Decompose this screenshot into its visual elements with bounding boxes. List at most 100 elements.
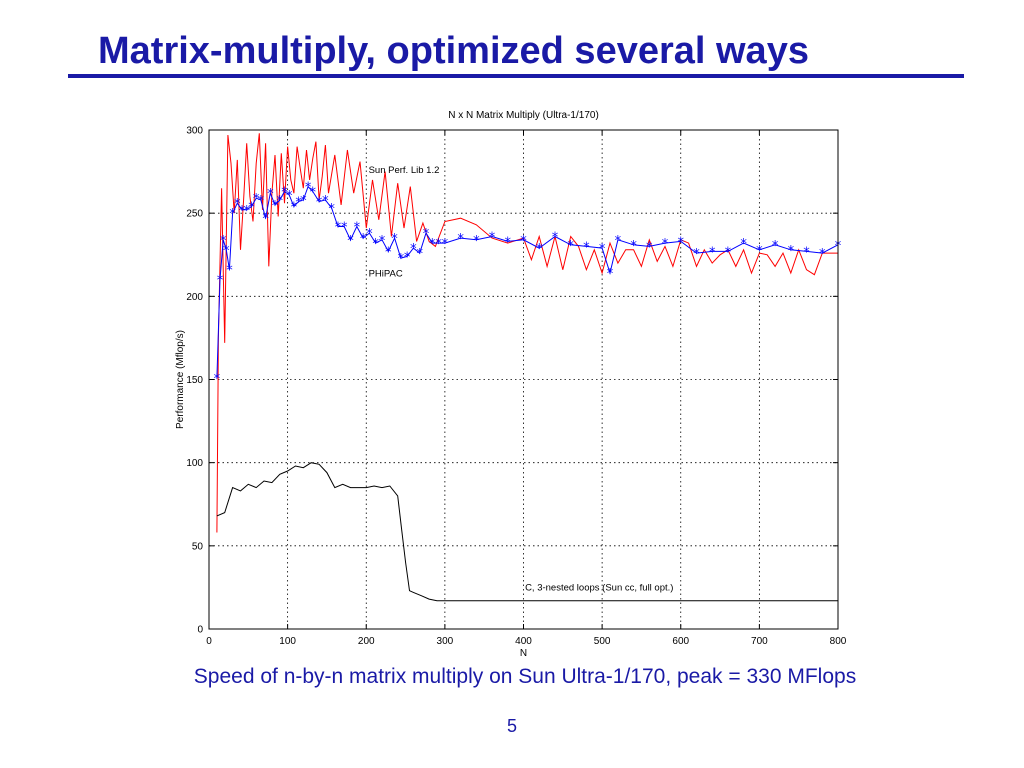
data-point-marker: * <box>404 250 411 265</box>
data-point-marker: * <box>258 194 265 209</box>
x-tick-label: 500 <box>594 636 611 647</box>
series-2 <box>216 462 838 602</box>
series-annotation: PHiPAC <box>369 268 403 279</box>
y-tick-label: 300 <box>186 126 203 137</box>
data-point-marker: * <box>803 245 810 260</box>
chart-title: N x N Matrix Multiply (Ultra-1/170) <box>448 110 599 121</box>
data-point-marker: * <box>379 234 386 249</box>
data-point-marker: * <box>248 201 255 216</box>
x-tick-label: 100 <box>279 636 296 647</box>
data-point-marker: * <box>772 239 779 254</box>
data-point-marker: * <box>267 187 274 202</box>
data-point-marker: * <box>398 252 405 267</box>
data-point-marker: * <box>214 372 221 387</box>
data-point-marker: * <box>305 181 312 196</box>
data-point-marker: * <box>335 220 342 235</box>
data-point-marker: * <box>756 244 763 259</box>
x-axis-label: N <box>520 648 527 659</box>
y-tick-label: 100 <box>186 458 203 469</box>
series-0 <box>216 133 838 533</box>
data-point-marker: * <box>277 194 284 209</box>
data-point-marker: * <box>662 237 669 252</box>
chart-svg: ************************ *** **** ** **** ** *… <box>175 110 847 659</box>
data-point-marker: * <box>223 244 230 259</box>
data-point-marker: * <box>429 237 436 252</box>
data-point-marker: * <box>262 212 269 227</box>
data-point-marker: * <box>819 247 826 262</box>
data-point-marker: * <box>391 232 398 247</box>
data-point-marker: * <box>385 245 392 260</box>
series-annotation: Sun Perf. Lib 1.2 <box>369 165 440 176</box>
grid <box>209 130 838 629</box>
x-tick-label: 200 <box>358 636 375 647</box>
data-point-marker: * <box>646 240 653 255</box>
data-point-marker: * <box>678 235 685 250</box>
data-point-marker: * <box>239 204 246 219</box>
title-underline <box>68 74 964 78</box>
y-tick-label: 250 <box>186 209 203 220</box>
data-point-marker: * <box>607 267 614 282</box>
y-axis-label: Performance (Mflop/s) <box>175 330 186 429</box>
data-point-marker: * <box>347 234 354 249</box>
y-tick-label: 150 <box>186 375 203 386</box>
data-point-marker: * <box>552 230 559 245</box>
data-point-marker: * <box>410 242 417 257</box>
data-point-marker: * <box>316 196 323 211</box>
ticks: 0 100 200 300 400 500 600 700 800 0 50 100 150 200 250… <box>186 126 846 648</box>
x-tick-label: 800 <box>830 636 847 647</box>
data-point-marker: * <box>615 234 622 249</box>
data-point-marker: * <box>234 197 241 212</box>
data-point-marker: * <box>567 239 574 254</box>
series-line <box>216 462 838 602</box>
data-point-marker: * <box>583 240 590 255</box>
data-point-marker: * <box>281 186 288 201</box>
data-point-marker: * <box>599 242 606 257</box>
data-point-marker: * <box>360 232 367 247</box>
data-point-marker: * <box>473 234 480 249</box>
y-tick-label: 200 <box>186 292 203 303</box>
data-point-marker: * <box>354 220 361 235</box>
data-point-marker: * <box>295 196 302 211</box>
x-tick-label: 0 <box>206 636 212 647</box>
data-point-marker: * <box>243 204 250 219</box>
data-point-marker: * <box>423 227 430 242</box>
x-tick-label: 400 <box>515 636 532 647</box>
data-point-marker: * <box>709 245 716 260</box>
y-tick-label: 0 <box>197 625 203 636</box>
data-point-marker: * <box>442 237 449 252</box>
x-tick-label: 600 <box>672 636 689 647</box>
data-point-marker: * <box>229 207 236 222</box>
data-point-marker: * <box>725 245 732 260</box>
data-point-marker: * <box>220 234 227 249</box>
series-1: ************************ *** **** ** **** ** *… <box>214 181 842 387</box>
chart: * * * * * * * * * * * * * * * * * * * * * * * * * * * * * * * * * * * * * * * *… <box>150 100 870 660</box>
series-line <box>216 133 838 533</box>
data-point-marker: * <box>300 194 307 209</box>
series-layer: ************************ *** **** ** **** ** *… <box>214 133 842 602</box>
slide-caption: Speed of n-by-n matrix multiply on Sun U… <box>193 665 857 688</box>
data-point-marker: * <box>217 274 224 289</box>
data-point-marker: * <box>322 194 329 209</box>
data-point-marker: * <box>693 247 700 262</box>
data-point-marker: * <box>457 232 464 247</box>
data-point-marker: * <box>286 189 293 204</box>
data-point-marker: * <box>630 239 637 254</box>
data-point-marker: * <box>372 237 379 252</box>
data-point-marker: * <box>536 242 543 257</box>
data-point-marker: * <box>341 220 348 235</box>
data-point-marker: * <box>226 264 233 279</box>
y-tick-label: 50 <box>192 541 204 552</box>
series-annotation: C, 3-nested loops (Sun cc, full opt.) <box>525 583 673 594</box>
page-number: 5 <box>506 716 517 736</box>
data-point-marker: * <box>291 201 298 216</box>
data-point-marker: * <box>520 234 527 249</box>
data-point-marker: * <box>416 247 423 262</box>
data-point-marker: * <box>489 230 496 245</box>
data-point-marker: * <box>788 244 795 259</box>
data-point-marker: * <box>253 192 260 207</box>
data-point-marker: * <box>310 186 317 201</box>
data-point-marker: * <box>740 237 747 252</box>
data-point-marker: * <box>366 227 373 242</box>
series-line <box>216 185 839 378</box>
data-point-marker: * <box>272 199 279 214</box>
